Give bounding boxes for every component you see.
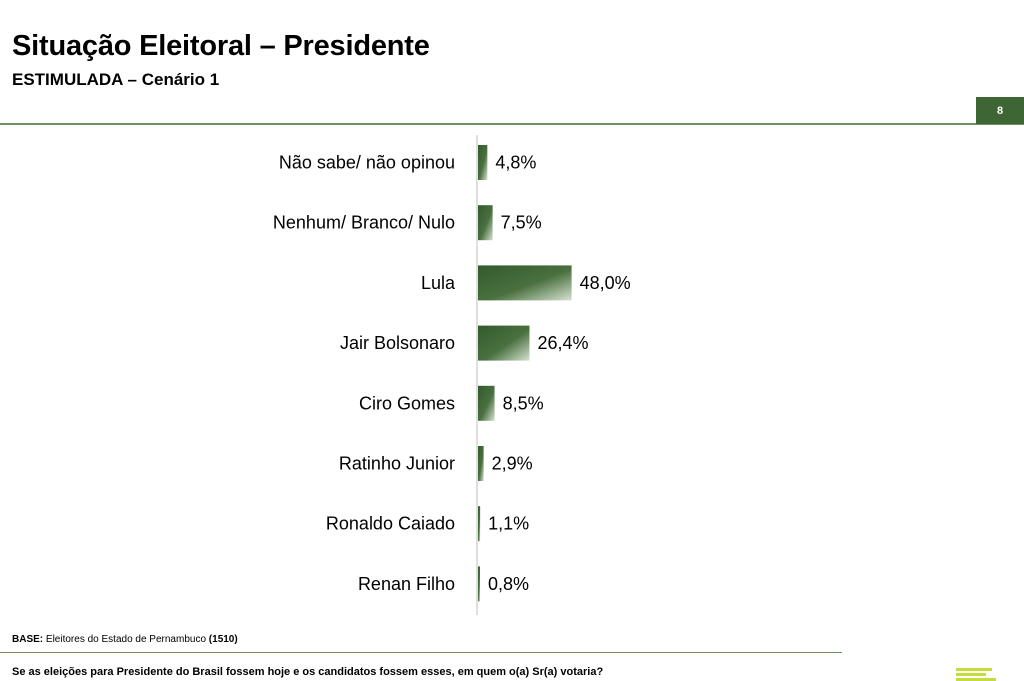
value-label: 0,8% bbox=[488, 574, 529, 594]
category-label: Jair Bolsonaro bbox=[340, 333, 455, 353]
value-label: 8,5% bbox=[503, 393, 544, 413]
bar bbox=[478, 566, 480, 602]
page-number: 8 bbox=[996, 104, 1004, 117]
bar bbox=[478, 446, 484, 481]
bar-row: Ronaldo Caiado 1,1% bbox=[326, 506, 529, 542]
bar-row: Ratinho Junior 2,9% bbox=[339, 446, 533, 481]
survey-question: Se as eleições para Presidente do Brasil… bbox=[12, 666, 604, 678]
bar-row: Jair Bolsonaro 26,4% bbox=[340, 325, 589, 361]
category-label: Nenhum/ Branco/ Nulo bbox=[273, 213, 455, 233]
bar bbox=[478, 265, 572, 301]
category-label: Renan Filho bbox=[358, 574, 455, 594]
bar-row: Não sabe/ não opinou 4,8% bbox=[279, 145, 536, 180]
category-label: Ronaldo Caiado bbox=[326, 514, 455, 534]
header-divider bbox=[0, 123, 1024, 125]
brand-stripes-icon bbox=[956, 667, 996, 681]
page-subtitle: ESTIMULADA – Cenário 1 bbox=[12, 70, 220, 89]
category-label: Não sabe/ não opinou bbox=[279, 153, 455, 173]
bar bbox=[478, 325, 530, 361]
value-label: 2,9% bbox=[492, 454, 533, 474]
bar-row: Nenhum/ Branco/ Nulo 7,5% bbox=[273, 205, 542, 241]
page-number-badge: 8 bbox=[976, 97, 1024, 124]
bar bbox=[478, 145, 488, 180]
bar bbox=[478, 506, 481, 542]
bar-chart: Não sabe/ não opinou 4,8% Nenhum/ Branco/ … bbox=[273, 135, 631, 615]
value-label: 26,4% bbox=[537, 333, 588, 353]
category-label: Ciro Gomes bbox=[359, 393, 455, 413]
base-note: BASE: Eleitores do Estado de Pernambuco … bbox=[12, 634, 238, 645]
bar-row: Ciro Gomes 8,5% bbox=[359, 385, 544, 421]
category-label: Lula bbox=[421, 273, 456, 293]
bars-layer: Não sabe/ não opinou 4,8% Nenhum/ Branco/ … bbox=[273, 145, 631, 602]
value-label: 1,1% bbox=[488, 514, 529, 534]
bar bbox=[478, 385, 495, 421]
base-count: (1510) bbox=[208, 634, 238, 645]
bar-row: Lula 48,0% bbox=[421, 265, 631, 301]
bar-row: Renan Filho 0,8% bbox=[358, 566, 529, 602]
bar bbox=[478, 205, 493, 241]
footer-divider bbox=[0, 652, 842, 653]
category-label: Ratinho Junior bbox=[339, 454, 455, 474]
value-label: 4,8% bbox=[495, 153, 536, 173]
value-label: 48,0% bbox=[580, 273, 631, 293]
base-label: BASE: bbox=[12, 634, 44, 645]
page-title: Situação Eleitoral – Presidente bbox=[12, 30, 430, 62]
base-text: Eleitores do Estado de Pernambuco bbox=[45, 634, 207, 645]
value-label: 7,5% bbox=[501, 213, 542, 233]
